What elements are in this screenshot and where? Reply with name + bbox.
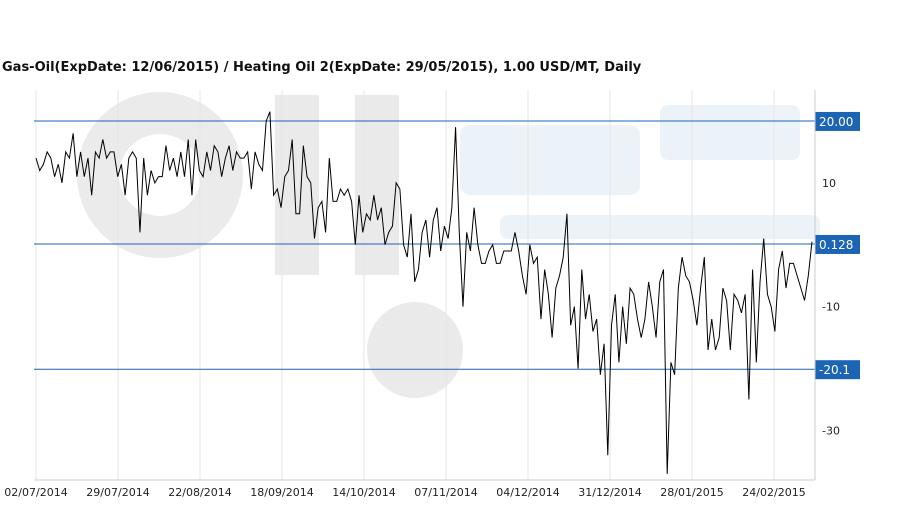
chart-title: Gas-Oil(ExpDate: 12/06/2015) / Heating O… bbox=[2, 60, 642, 75]
reference-label-box bbox=[815, 234, 860, 254]
x-tick-label: 28/01/2015 bbox=[660, 486, 723, 499]
x-axis-ticks: 02/07/2014 29/07/2014 22/08/2014 18/09/2014… bbox=[4, 486, 805, 499]
y-tick-label: 10 bbox=[822, 177, 836, 190]
y-axis-ticks: 10 -10 -30 bbox=[822, 177, 840, 438]
reference-lines: 20.00 0.128 -20.1 bbox=[34, 111, 860, 380]
vertical-grid bbox=[35, 90, 775, 480]
x-tick-label: 29/07/2014 bbox=[86, 486, 149, 499]
x-tick-label: 22/08/2014 bbox=[168, 486, 231, 499]
reference-label: -20.1 bbox=[819, 363, 850, 377]
reference-label: 20.00 bbox=[819, 115, 853, 129]
y-tick-label: -10 bbox=[822, 301, 840, 314]
y-tick-label: -30 bbox=[822, 424, 840, 437]
x-tick-label: 04/12/2014 bbox=[496, 486, 559, 499]
series-line bbox=[35, 111, 813, 474]
reference-label: 0.128 bbox=[819, 238, 853, 252]
reference-label-box bbox=[815, 360, 860, 380]
x-tick-label: 18/09/2014 bbox=[250, 486, 313, 499]
reference-label-box bbox=[815, 111, 860, 131]
x-tick-label: 24/02/2015 bbox=[742, 486, 805, 499]
x-tick-label: 31/12/2014 bbox=[578, 486, 641, 499]
x-tick-label: 07/11/2014 bbox=[414, 486, 477, 499]
x-tick-label: 14/10/2014 bbox=[332, 486, 395, 499]
x-tick-label: 02/07/2014 bbox=[4, 486, 67, 499]
watermark-logo bbox=[77, 92, 820, 398]
